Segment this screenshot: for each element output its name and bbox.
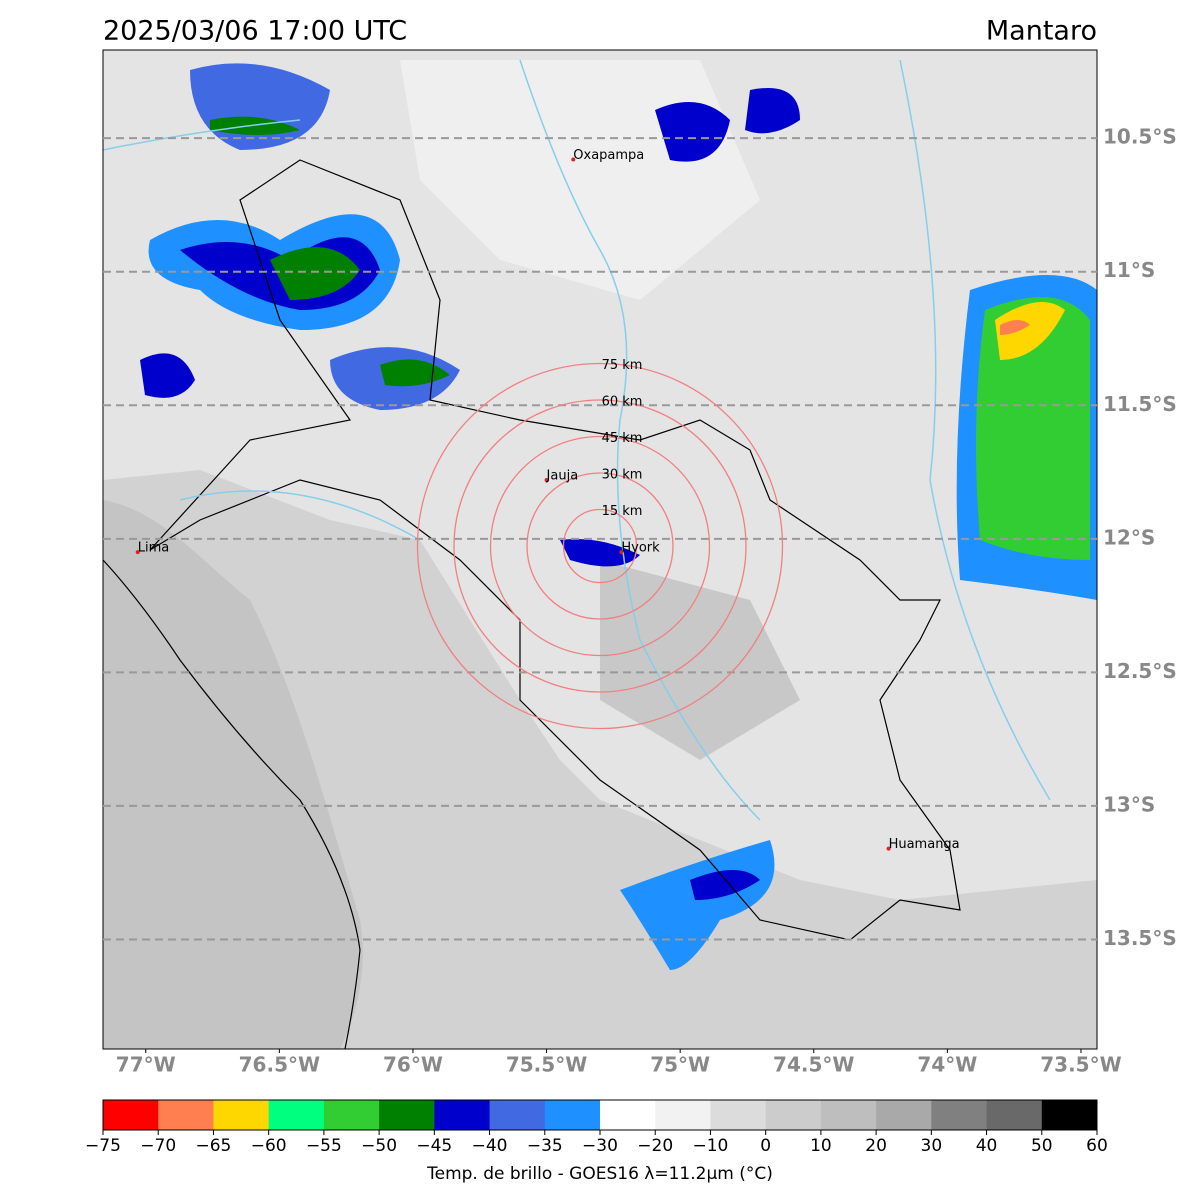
city-label: Jauja bbox=[546, 469, 579, 484]
city-label: Hyork bbox=[621, 541, 660, 556]
colorbar-tick-label: 0 bbox=[760, 1136, 771, 1156]
colorbar-tick-label: −20 bbox=[637, 1136, 673, 1156]
city-marker bbox=[571, 157, 576, 162]
colorbar-label: Temp. de brillo - GOES16 λ=11.2μm (°C) bbox=[426, 1164, 773, 1184]
colorbar-tick-label: 10 bbox=[810, 1136, 832, 1156]
map-imagery bbox=[102, 49, 1098, 1050]
colorbar-segment bbox=[986, 1100, 1043, 1130]
colorbar-segment bbox=[158, 1100, 214, 1130]
lon-label: 75.5°W bbox=[506, 1053, 587, 1077]
colorbar-segment bbox=[323, 1100, 380, 1130]
range-ring bbox=[562, 508, 638, 584]
title-right: Mantaro bbox=[986, 16, 1097, 47]
lon-label: 74°W bbox=[917, 1053, 977, 1077]
colorbar-segment bbox=[655, 1100, 711, 1130]
lat-label: 10.5°S bbox=[1103, 125, 1177, 149]
colorbar-tick-label: 60 bbox=[1086, 1136, 1108, 1156]
colorbar-segment bbox=[434, 1100, 491, 1130]
colorbar-tick-label: −10 bbox=[692, 1136, 728, 1156]
lon-label: 74.5°W bbox=[773, 1053, 854, 1077]
range-ring-label: 45 km bbox=[602, 431, 643, 446]
colorbar-segment bbox=[379, 1100, 435, 1130]
lon-label: 75°W bbox=[650, 1053, 710, 1077]
city-label: Huamanga bbox=[889, 837, 960, 852]
colorbar-tick-label: −55 bbox=[306, 1136, 342, 1156]
colorbar-segment bbox=[931, 1100, 988, 1130]
colorbar-segment bbox=[268, 1100, 325, 1130]
colorbar-tick-label: 20 bbox=[865, 1136, 887, 1156]
colorbar-tick-label: −35 bbox=[527, 1136, 563, 1156]
lon-label: 76°W bbox=[383, 1053, 443, 1077]
colorbar-segment bbox=[765, 1100, 822, 1130]
lon-label: 73.5°W bbox=[1040, 1053, 1121, 1077]
range-ring-label: 60 km bbox=[602, 395, 643, 410]
city-label: Oxapampa bbox=[573, 148, 644, 163]
range-ring-label: 30 km bbox=[602, 468, 643, 483]
colorbar-tick-label: 40 bbox=[976, 1136, 998, 1156]
colorbar-segment bbox=[710, 1100, 767, 1130]
range-ring-label: 75 km bbox=[602, 358, 643, 373]
lat-label: 12.5°S bbox=[1103, 659, 1177, 683]
city-label: Lima bbox=[138, 541, 169, 556]
lat-label: 11.5°S bbox=[1103, 392, 1177, 416]
lat-label: 13°S bbox=[1103, 792, 1155, 816]
colorbar-tick-label: −40 bbox=[472, 1136, 508, 1156]
colorbar-tick-label: −65 bbox=[195, 1136, 231, 1156]
title-left: 2025/03/06 17:00 UTC bbox=[103, 16, 407, 47]
colorbar-segment bbox=[1041, 1100, 1098, 1130]
lat-label: 11°S bbox=[1103, 258, 1155, 282]
colorbar-segment bbox=[213, 1100, 270, 1130]
city-marker bbox=[886, 846, 891, 851]
lat-label: 13.5°S bbox=[1103, 926, 1177, 950]
range-ring-label: 15 km bbox=[602, 504, 643, 519]
colorbar-tick-label: −30 bbox=[582, 1136, 618, 1156]
colorbar-tick-label: −50 bbox=[361, 1136, 397, 1156]
colorbar-tick-label: 50 bbox=[1031, 1136, 1053, 1156]
range-ring bbox=[526, 472, 674, 620]
range-ring bbox=[416, 362, 784, 730]
colorbar-tick-label: −70 bbox=[140, 1136, 176, 1156]
colorbar-segment bbox=[876, 1100, 932, 1130]
lon-label: 77°W bbox=[116, 1053, 176, 1077]
colorbar-segment bbox=[820, 1100, 877, 1130]
colorbar-tick-label: 30 bbox=[921, 1136, 943, 1156]
city-marker bbox=[544, 478, 549, 483]
range-ring bbox=[489, 435, 711, 657]
colorbar-segment bbox=[544, 1100, 601, 1130]
colorbar-segment bbox=[600, 1100, 656, 1130]
colorbar-tick-label: −45 bbox=[416, 1136, 452, 1156]
lon-label: 76.5°W bbox=[239, 1053, 320, 1077]
range-ring bbox=[453, 399, 747, 693]
colorbar-segment bbox=[103, 1100, 159, 1130]
city-marker bbox=[619, 550, 624, 555]
colorbar-segment bbox=[489, 1100, 546, 1130]
lat-label: 12°S bbox=[1103, 525, 1155, 549]
city-marker bbox=[135, 550, 140, 555]
colorbar-tick-label: −60 bbox=[251, 1136, 287, 1156]
colorbar-tick-label: −75 bbox=[85, 1136, 121, 1156]
